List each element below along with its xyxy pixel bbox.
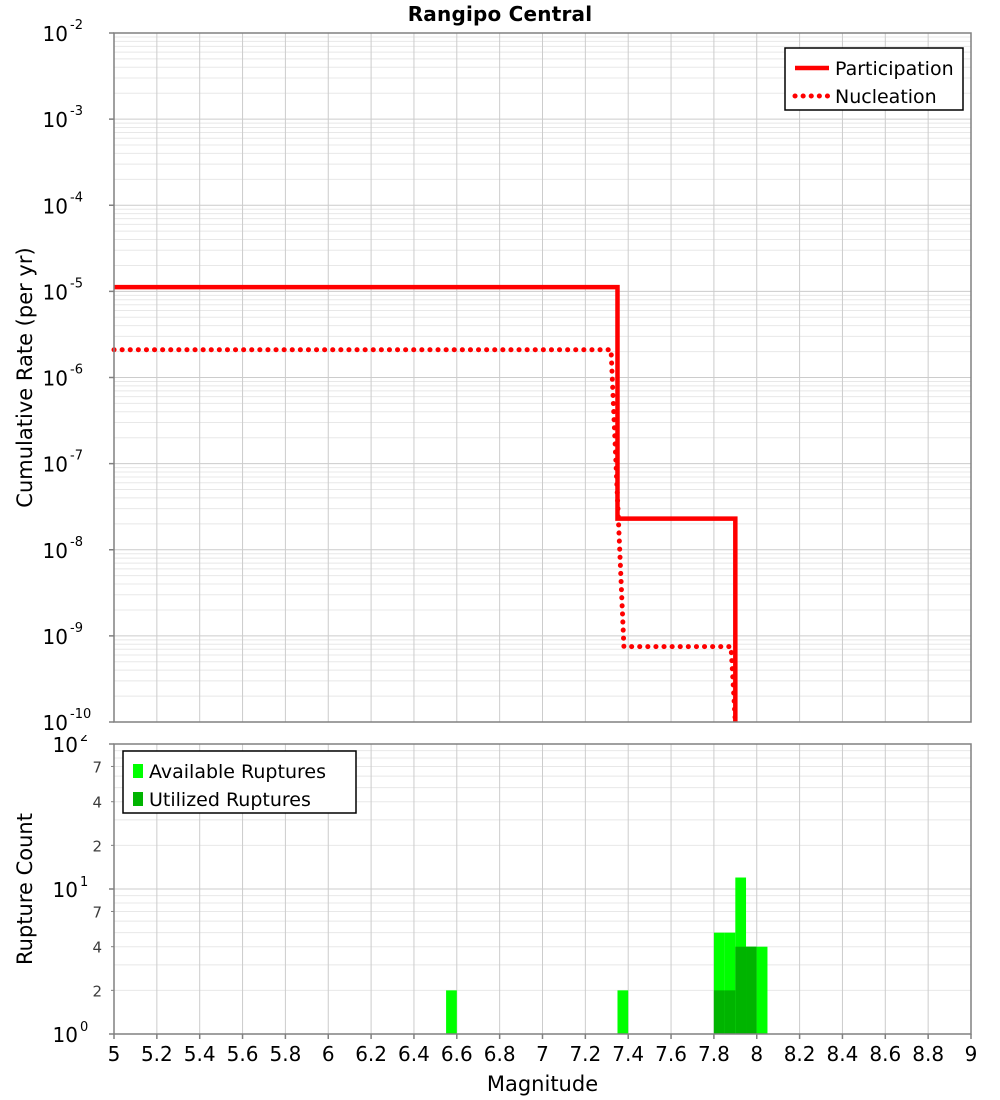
y-tick-label: 10 -3 [43, 104, 83, 132]
x-tick-label: 9 [965, 1042, 978, 1066]
bar-available [724, 932, 736, 1034]
svg-text:10: 10 [43, 453, 68, 477]
x-tick-label: 8.8 [912, 1042, 944, 1066]
x-tick-label: 7.8 [698, 1042, 730, 1066]
x-axis-label: Magnitude [487, 1072, 598, 1096]
bar-utilized [746, 946, 757, 1034]
bar-available [756, 946, 768, 1034]
page-title: Rangipo Central [407, 2, 593, 26]
bar-utilized [713, 990, 725, 1034]
y-axis-label: Rupture Count [13, 813, 37, 965]
y-tick-label: 10 -4 [43, 190, 83, 218]
x-tick-label: 5 [108, 1042, 121, 1066]
svg-text:-2: -2 [70, 18, 83, 33]
svg-text:10: 10 [53, 1023, 78, 1047]
x-tick-label: 7.4 [612, 1042, 644, 1066]
bar-utilized [724, 990, 736, 1034]
svg-text:-4: -4 [70, 190, 83, 205]
y-tick-label: 10 -9 [43, 621, 83, 649]
y-tick-label: 10 0 [53, 1020, 89, 1047]
legend-box [784, 47, 964, 111]
svg-text:10: 10 [43, 108, 68, 132]
y-tick-label: 10 -2 [43, 18, 83, 46]
svg-text:-6: -6 [70, 363, 83, 378]
y-axis-label: Cumulative Rate (per yr) [13, 247, 37, 507]
svg-text:10: 10 [53, 735, 78, 757]
svg-text:10: 10 [53, 878, 78, 902]
y-minor-tick-label: 7 [92, 903, 102, 921]
svg-text:10: 10 [43, 22, 68, 46]
svg-text:10: 10 [43, 367, 68, 391]
y-tick-label: 10 1 [53, 875, 89, 902]
svg-text:-10: -10 [70, 707, 91, 722]
x-tick-label: 8.2 [784, 1042, 816, 1066]
svg-text:10: 10 [43, 711, 68, 735]
x-tick-label: 8.4 [827, 1042, 859, 1066]
y-tick-label: 10 -8 [43, 535, 83, 563]
bar-available [617, 990, 629, 1034]
x-tick-label: 5.8 [269, 1042, 301, 1066]
legend-label: Participation [835, 58, 954, 80]
svg-text:-3: -3 [70, 104, 83, 119]
bar-available [713, 932, 725, 1034]
svg-text:2: 2 [80, 735, 88, 745]
x-tick-label: 5.2 [141, 1042, 173, 1066]
legend-label: Utilized Ruptures [149, 789, 311, 811]
legend-swatch [133, 764, 143, 778]
y-minor-tick-label: 7 [92, 758, 102, 776]
x-tick-label: 7.2 [569, 1042, 601, 1066]
svg-text:-5: -5 [70, 276, 83, 291]
svg-text:10: 10 [43, 539, 68, 563]
x-tick-label: 7 [536, 1042, 549, 1066]
x-tick-label: 6.2 [355, 1042, 387, 1066]
y-minor-tick-label: 2 [92, 982, 102, 1000]
svg-text:10: 10 [43, 194, 68, 218]
x-tick-label: 6.6 [441, 1042, 473, 1066]
svg-text:1: 1 [80, 875, 88, 890]
y-tick-label: 10 -7 [43, 449, 83, 477]
y-tick-label: 10 -10 [43, 707, 92, 735]
legend-label: Available Ruptures [149, 761, 326, 783]
svg-text:10: 10 [43, 280, 68, 304]
x-tick-label: 8.6 [869, 1042, 901, 1066]
y-minor-tick-label: 4 [92, 939, 102, 957]
legend-label: Nucleation [835, 86, 937, 108]
y-minor-tick-label: 2 [92, 837, 102, 855]
x-tick-label: 5.6 [227, 1042, 259, 1066]
x-tick-label: 6.8 [484, 1042, 516, 1066]
bar-utilized [735, 946, 747, 1034]
series-nucleation [111, 347, 738, 725]
x-tick-label: 6.4 [398, 1042, 430, 1066]
svg-text:-9: -9 [70, 621, 83, 636]
svg-text:0: 0 [80, 1020, 88, 1035]
x-tick-label: 5.4 [184, 1042, 216, 1066]
y-minor-tick-label: 4 [92, 794, 102, 812]
y-tick-label: 10 2 [53, 735, 89, 757]
cumulative-rate-chart: 10-210-310-410-510-610-710-810-910 -10Cum… [13, 18, 972, 735]
svg-text:10: 10 [43, 625, 68, 649]
y-tick-label: 10 -6 [43, 363, 83, 391]
y-tick-label: 10 -5 [43, 276, 83, 304]
bar-available [446, 990, 457, 1034]
x-tick-label: 6 [322, 1042, 335, 1066]
x-tick-label: 8 [750, 1042, 763, 1066]
legend-swatch [133, 792, 143, 806]
legend-box [122, 750, 357, 814]
svg-text:-8: -8 [70, 535, 83, 550]
x-tick-label: 7.6 [655, 1042, 687, 1066]
svg-text:-7: -7 [70, 449, 83, 464]
